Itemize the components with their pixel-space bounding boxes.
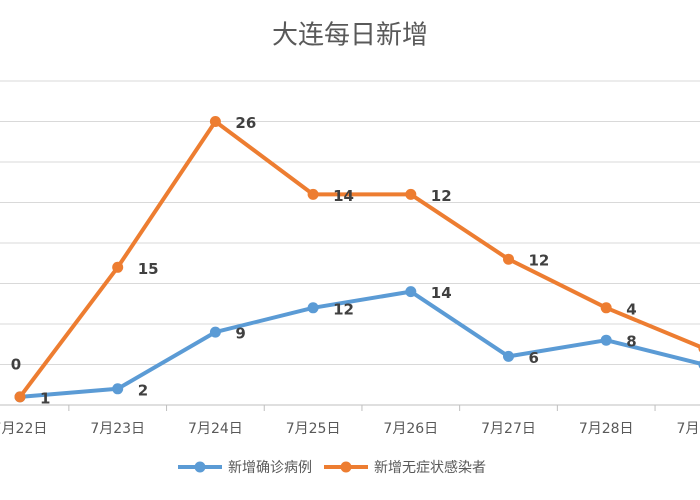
data-label: 1 <box>40 389 50 407</box>
data-label: 4 <box>626 300 636 318</box>
point <box>14 391 26 403</box>
data-label: 26 <box>235 114 256 132</box>
data-label: 8 <box>626 333 636 351</box>
point <box>209 116 221 127</box>
data-label: 15 <box>138 260 159 278</box>
x-tick-label: 7月27日 <box>481 421 536 437</box>
x-tick-label: 7月28日 <box>579 421 634 437</box>
legend-label: 新增无症状感染者 <box>374 459 486 476</box>
point <box>307 302 319 314</box>
point <box>112 383 124 395</box>
point <box>112 261 124 273</box>
point <box>503 253 514 265</box>
point <box>209 326 221 338</box>
data-label: 0 <box>11 355 21 373</box>
data-label: 12 <box>529 252 550 270</box>
data-label: 6 <box>529 349 539 367</box>
point <box>600 302 612 314</box>
point <box>600 334 612 346</box>
x-tick-label: 7月25日 <box>286 421 341 437</box>
data-label: 14 <box>431 284 452 302</box>
x-tick-label: 7月29日 <box>677 421 700 437</box>
x-tick-label: 7月23日 <box>90 421 145 437</box>
point <box>307 188 319 200</box>
data-label: 14 <box>333 187 354 205</box>
x-tick-label: 7月22日 <box>0 421 47 437</box>
series-line <box>18 119 700 399</box>
x-tick-label: 7月26日 <box>383 421 438 437</box>
legend-marker <box>194 461 206 473</box>
x-tick-label: 7月24日 <box>188 421 243 437</box>
point <box>405 188 417 200</box>
legend-marker <box>340 461 352 473</box>
point <box>405 286 417 298</box>
data-label: 12 <box>333 300 354 318</box>
data-label: 12 <box>431 187 452 205</box>
legend-label: 新增确诊病例 <box>228 460 312 476</box>
data-label: 2 <box>138 381 148 399</box>
data-label: 9 <box>235 325 245 343</box>
point <box>503 350 514 362</box>
chart-title: 大连每日新增 <box>272 21 428 51</box>
series-line <box>19 289 700 399</box>
